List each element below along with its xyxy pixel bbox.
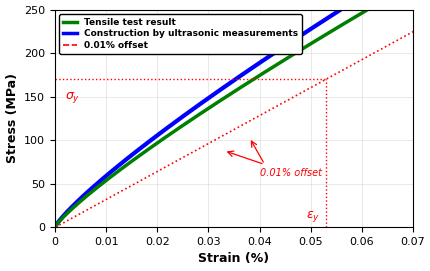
- Tensile test result: [337, 24, 342, 27]
- Tensile test result: [298, 48, 303, 51]
- 0.01% offset: [409, 30, 415, 33]
- 0.01% offset: [53, 225, 58, 229]
- 0.01% offset: [298, 91, 303, 95]
- Line: 0.01% offset: 0.01% offset: [55, 32, 412, 227]
- Tensile test result: [209, 104, 215, 107]
- Tensile test result: [331, 28, 336, 31]
- Text: 0.01% offset: 0.01% offset: [259, 168, 321, 178]
- Construction by ultrasonic measurements: [298, 34, 303, 37]
- Construction by ultrasonic measurements: [331, 12, 336, 15]
- Construction by ultrasonic measurements: [337, 8, 342, 11]
- Construction by ultrasonic measurements: [197, 103, 202, 106]
- Tensile test result: [89, 191, 94, 194]
- 0.01% offset: [210, 140, 215, 143]
- X-axis label: Strain (%): Strain (%): [198, 253, 269, 265]
- Text: $\sigma_y$: $\sigma_y$: [65, 90, 80, 105]
- Line: Construction by ultrasonic measurements: Construction by ultrasonic measurements: [55, 0, 412, 227]
- Tensile test result: [52, 225, 58, 229]
- Line: Tensile test result: Tensile test result: [55, 0, 412, 227]
- Construction by ultrasonic measurements: [89, 187, 94, 190]
- Construction by ultrasonic measurements: [52, 225, 58, 229]
- Text: $\varepsilon_y$: $\varepsilon_y$: [306, 209, 319, 224]
- 0.01% offset: [89, 206, 94, 209]
- Y-axis label: Stress (MPa): Stress (MPa): [6, 73, 18, 163]
- 0.01% offset: [197, 147, 202, 150]
- Legend: Tensile test result, Construction by ultrasonic measurements, 0.01% offset: Tensile test result, Construction by ult…: [59, 14, 301, 54]
- 0.01% offset: [331, 73, 336, 76]
- 0.01% offset: [338, 70, 343, 73]
- Tensile test result: [197, 112, 202, 116]
- Construction by ultrasonic measurements: [209, 93, 215, 97]
